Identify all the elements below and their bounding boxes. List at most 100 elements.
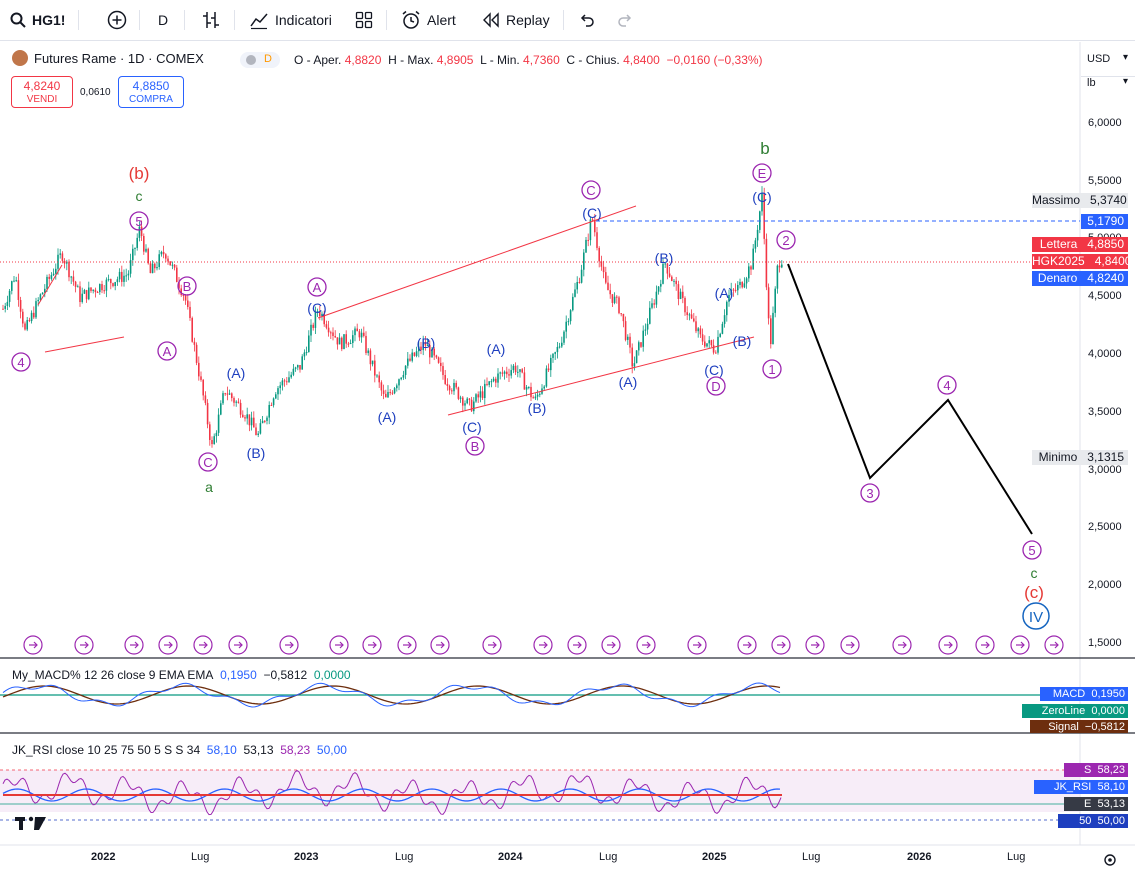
candle-body bbox=[292, 368, 295, 375]
replay-marker-icon[interactable] bbox=[892, 635, 912, 655]
candle-body bbox=[587, 239, 589, 241]
replay-marker-icon[interactable] bbox=[805, 635, 825, 655]
candle-body bbox=[66, 261, 68, 264]
replay-marker-icon[interactable] bbox=[279, 635, 299, 655]
candle-body bbox=[349, 342, 352, 344]
replay-marker-icon[interactable] bbox=[938, 635, 958, 655]
replay-marker-icon[interactable] bbox=[482, 635, 502, 655]
replay-marker-icon[interactable] bbox=[533, 635, 553, 655]
candle-body bbox=[143, 236, 145, 252]
replay-marker-icon[interactable] bbox=[1044, 635, 1064, 655]
candle-body bbox=[242, 414, 244, 418]
currency-selector[interactable]: USD ▾ bbox=[1081, 46, 1135, 77]
replay-marker-icon[interactable] bbox=[975, 635, 995, 655]
candle-body bbox=[17, 280, 20, 300]
search-icon bbox=[10, 12, 26, 28]
replay-marker-icon[interactable] bbox=[362, 635, 382, 655]
rsi-e-box: E 53,13 bbox=[1064, 797, 1128, 811]
candle-body bbox=[68, 261, 70, 278]
candle-body bbox=[644, 329, 647, 331]
candle-body bbox=[675, 280, 677, 285]
candle-body bbox=[605, 272, 607, 283]
candle-body bbox=[180, 288, 182, 295]
wave-label-A_circ_1: A bbox=[157, 341, 177, 361]
price-tick-label: 6,0000 bbox=[1088, 116, 1122, 129]
replay-marker-icon[interactable] bbox=[636, 635, 656, 655]
price-tick-label: 2,0000 bbox=[1088, 579, 1122, 592]
svg-text:3: 3 bbox=[866, 486, 873, 501]
replay-marker-icon[interactable] bbox=[329, 635, 349, 655]
wave-label-A_p1: (A) bbox=[227, 365, 246, 381]
candle-body bbox=[308, 335, 310, 353]
candle-body bbox=[409, 358, 411, 361]
macd-legend[interactable]: My_MACD% 12 26 close 9 EMA EMA 0,1950 −0… bbox=[12, 668, 351, 682]
replay-marker-icon[interactable] bbox=[567, 635, 587, 655]
candle-body bbox=[70, 276, 72, 278]
compare-button[interactable] bbox=[107, 8, 127, 32]
candle-body bbox=[655, 291, 658, 305]
replay-marker-icon[interactable] bbox=[158, 635, 178, 655]
undo-button[interactable] bbox=[578, 8, 596, 32]
gear-icon[interactable] bbox=[1104, 854, 1116, 866]
candle-body bbox=[613, 296, 616, 303]
candle-body bbox=[774, 288, 776, 313]
svg-text:1: 1 bbox=[768, 362, 775, 377]
candle-body bbox=[356, 328, 358, 332]
chart-title[interactable]: Futures Rame · 1D · COMEX bbox=[34, 51, 204, 66]
candle-body bbox=[649, 307, 651, 324]
candle-body bbox=[418, 346, 420, 352]
buy-button[interactable]: 4,8850 COMPRA bbox=[118, 76, 184, 108]
currency-label: USD bbox=[1087, 53, 1111, 65]
replay-marker-icon[interactable] bbox=[193, 635, 213, 655]
redo-button[interactable] bbox=[616, 8, 634, 32]
candle-body bbox=[195, 344, 198, 363]
candle-body bbox=[745, 278, 748, 284]
alert-button[interactable]: Alert bbox=[401, 8, 456, 32]
replay-marker-icon[interactable] bbox=[430, 635, 450, 655]
replay-button[interactable]: Replay bbox=[482, 8, 550, 32]
unit-selector[interactable]: lb ▾ bbox=[1081, 74, 1135, 94]
candle-body bbox=[578, 282, 581, 284]
candle-body bbox=[253, 417, 255, 428]
layouts-button[interactable] bbox=[355, 8, 373, 32]
interval-button[interactable]: D bbox=[158, 8, 168, 32]
replay-marker-icon[interactable] bbox=[737, 635, 757, 655]
indicators-button[interactable]: Indicatori bbox=[249, 8, 332, 32]
candle-body bbox=[569, 310, 572, 322]
rsi-band bbox=[0, 770, 1080, 812]
denaro-label: Denaro bbox=[1037, 271, 1078, 285]
symbol-search-button[interactable]: HG1! bbox=[10, 8, 65, 32]
replay-marker-icon[interactable] bbox=[74, 635, 94, 655]
replay-marker-icon[interactable] bbox=[228, 635, 248, 655]
svg-text:2: 2 bbox=[782, 233, 789, 248]
sell-button[interactable]: 4,8240 VENDI bbox=[11, 76, 73, 108]
candle-body bbox=[88, 287, 90, 300]
time-tick-label: 2025 bbox=[702, 851, 727, 863]
replay-marker-icon[interactable] bbox=[397, 635, 417, 655]
candle-body bbox=[162, 251, 165, 255]
replay-marker-icon[interactable] bbox=[771, 635, 791, 655]
replay-marker-icon[interactable] bbox=[601, 635, 621, 655]
rsi-legend[interactable]: JK_RSI close 10 25 75 50 5 S S 34 58,10 … bbox=[12, 743, 347, 757]
svg-text:(b): (b) bbox=[129, 164, 150, 183]
replay-marker-icon[interactable] bbox=[1010, 635, 1030, 655]
candle-body bbox=[519, 369, 521, 372]
buy-label: COMPRA bbox=[129, 94, 173, 105]
candle-body bbox=[638, 342, 640, 351]
chart-type-button[interactable] bbox=[201, 8, 221, 32]
candle-body bbox=[512, 365, 515, 371]
replay-marker-icon[interactable] bbox=[124, 635, 144, 655]
candle-body bbox=[622, 313, 625, 322]
wave-label-b_green: b bbox=[760, 139, 769, 158]
candle-body bbox=[651, 303, 653, 308]
candle-body bbox=[688, 314, 691, 316]
candle-body bbox=[457, 387, 460, 399]
replay-marker-icon[interactable] bbox=[840, 635, 860, 655]
candle-body bbox=[365, 335, 367, 354]
candle-body bbox=[411, 352, 413, 361]
candle-body bbox=[558, 346, 561, 348]
candle-body bbox=[499, 372, 501, 374]
replay-marker-icon[interactable] bbox=[23, 635, 43, 655]
replay-marker-icon[interactable] bbox=[687, 635, 707, 655]
